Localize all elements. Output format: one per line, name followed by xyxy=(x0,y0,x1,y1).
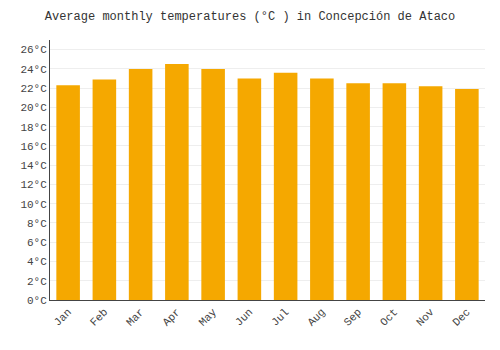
svg-text:12°C: 12°C xyxy=(20,179,47,191)
svg-text:20°C: 20°C xyxy=(20,102,47,114)
svg-text:Feb: Feb xyxy=(88,306,110,328)
svg-text:Aug: Aug xyxy=(305,306,327,328)
svg-text:6°C: 6°C xyxy=(27,237,47,249)
svg-text:Dec: Dec xyxy=(450,306,472,328)
svg-text:14°C: 14°C xyxy=(20,160,47,172)
svg-text:0°C: 0°C xyxy=(27,295,47,307)
svg-text:Average monthly temperatures (: Average monthly temperatures (°C ) in Co… xyxy=(45,10,455,24)
svg-text:Nov: Nov xyxy=(414,306,437,329)
svg-text:10°C: 10°C xyxy=(20,199,47,211)
svg-text:Jan: Jan xyxy=(52,306,74,328)
svg-text:May: May xyxy=(197,306,220,329)
svg-text:8°C: 8°C xyxy=(27,218,47,230)
svg-text:Jul: Jul xyxy=(269,306,291,328)
svg-text:Jun: Jun xyxy=(233,306,255,328)
svg-text:2°C: 2°C xyxy=(27,276,47,288)
svg-text:18°C: 18°C xyxy=(20,122,47,134)
svg-text:22°C: 22°C xyxy=(20,83,47,95)
svg-text:Apr: Apr xyxy=(160,306,182,328)
svg-text:16°C: 16°C xyxy=(20,141,47,153)
svg-text:26°C: 26°C xyxy=(20,44,47,56)
svg-text:Sep: Sep xyxy=(342,306,364,328)
svg-text:24°C: 24°C xyxy=(20,64,47,76)
svg-text:Mar: Mar xyxy=(124,306,146,328)
svg-text:Oct: Oct xyxy=(378,306,400,328)
svg-text:4°C: 4°C xyxy=(27,256,47,268)
